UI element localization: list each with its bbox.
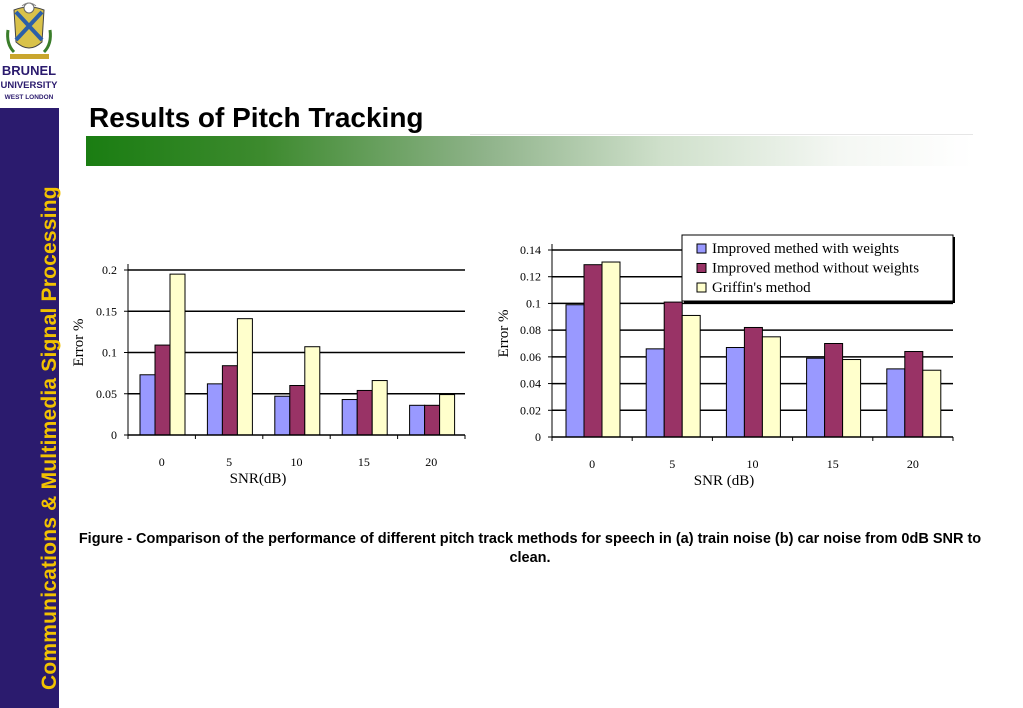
title-divider [470,134,973,135]
legend-label: Improved method without weights [712,261,919,277]
sidebar: BRUNEL UNIVERSITY WEST LONDON Communicat… [0,0,61,708]
bar-3-20 [922,369,942,438]
x-tick-label: 10 [747,457,759,471]
y-tick-label: 0.08 [520,323,541,337]
legend-label: Griffin's method [712,280,811,296]
logo-sub: UNIVERSITY [0,80,58,91]
chart-train-noise: 0 0.05 0.1 0.15 0.2 0 5 10 15 20 SNR(dB) Error % [60,235,480,495]
y-tick-label: 0.2 [102,263,117,277]
bar-3-5 [236,318,253,436]
sidebar-title: Communications & Multimedia Signal Proce… [38,186,61,690]
x-axis-label: SNR(dB) [230,471,287,487]
slide-title: Results of Pitch Tracking [89,102,424,133]
bar-1-10 [274,395,291,436]
x-tick-label: 5 [226,455,232,469]
y-tick-label: 0.05 [96,387,117,401]
bar-1-10 [725,347,745,438]
bar-2-5 [663,301,683,438]
bar-1-20 [886,368,906,438]
crest-icon: BRUNEL UNIVERSITY WEST LONDON [0,2,58,101]
bar-1-0 [565,304,585,438]
x-tick-label: 15 [827,457,839,471]
x-tick-label: 20 [425,455,437,469]
y-tick-label: 0 [535,430,541,444]
legend-label: Improved methed with weights [712,241,899,257]
x-axis-label: SNR (dB) [694,473,754,489]
bar-1-20 [409,404,426,436]
bar-1-0 [139,374,156,436]
bar-3-5 [681,314,701,438]
chart-car-noise-svg: 0 0.02 0.04 0.06 0.08 0.1 0.12 0.14 0 5 10 15 20 SNR … [496,234,955,489]
bar-1-15 [806,357,826,438]
chart-train-noise-svg: 0 0.05 0.1 0.15 0.2 0 5 10 15 20 SNR(dB) Error % [71,263,466,487]
bar-3-20 [439,394,456,436]
logo-name: BRUNEL [2,63,56,78]
y-tick-label: 0.06 [520,350,541,364]
y-axis-label: Error % [71,319,87,367]
title-gradient-bar [86,136,973,166]
legend-swatch [696,282,707,293]
y-tick-label: 0.14 [520,243,541,257]
legend-swatch [696,243,707,254]
bar-1-5 [206,383,223,436]
legend: Improved methed with weights Improved met… [681,234,955,303]
bar-1-5 [645,348,665,438]
y-tick-label: 0.04 [520,377,541,391]
y-tick-label: 0.02 [520,403,541,417]
bar-3-10 [761,336,781,438]
bar-3-10 [304,346,321,436]
logo-loc: WEST LONDON [5,94,54,101]
x-tick-label: 0 [159,455,165,469]
bar-3-0 [169,273,186,436]
bar-2-0 [154,344,171,436]
chart-car-noise: 0 0.02 0.04 0.06 0.08 0.1 0.12 0.14 0 5 10 15 20 SNR … [490,230,965,495]
y-axis-label: Error % [496,310,512,358]
x-tick-label: 10 [291,455,303,469]
x-tick-label: 20 [907,457,919,471]
bar-2-10 [743,326,763,438]
bar-2-5 [221,365,238,436]
figure-caption: Figure - Comparison of the performance o… [78,531,982,566]
bar-2-15 [824,343,844,438]
legend-swatch [696,263,707,273]
bar-1-15 [341,399,358,436]
university-logo: BRUNEL UNIVERSITY WEST LONDON [0,0,59,108]
y-tick-label: 0.12 [520,270,541,284]
x-tick-label: 0 [589,457,595,471]
bar-2-0 [583,264,603,438]
bar-2-10 [289,385,306,436]
bar-3-0 [601,261,621,438]
y-tick-label: 0.1 [102,346,117,360]
bar-3-15 [842,359,862,438]
y-tick-label: 0 [111,428,117,442]
y-tick-label: 0.15 [96,304,117,318]
bar-2-20 [424,404,441,436]
bar-3-15 [371,380,388,436]
x-tick-label: 5 [669,457,675,471]
legend-box [681,234,954,302]
y-tick-label: 0.1 [526,296,541,310]
bar-2-15 [356,389,373,436]
bar-2-20 [904,351,924,438]
x-tick-label: 15 [358,455,370,469]
